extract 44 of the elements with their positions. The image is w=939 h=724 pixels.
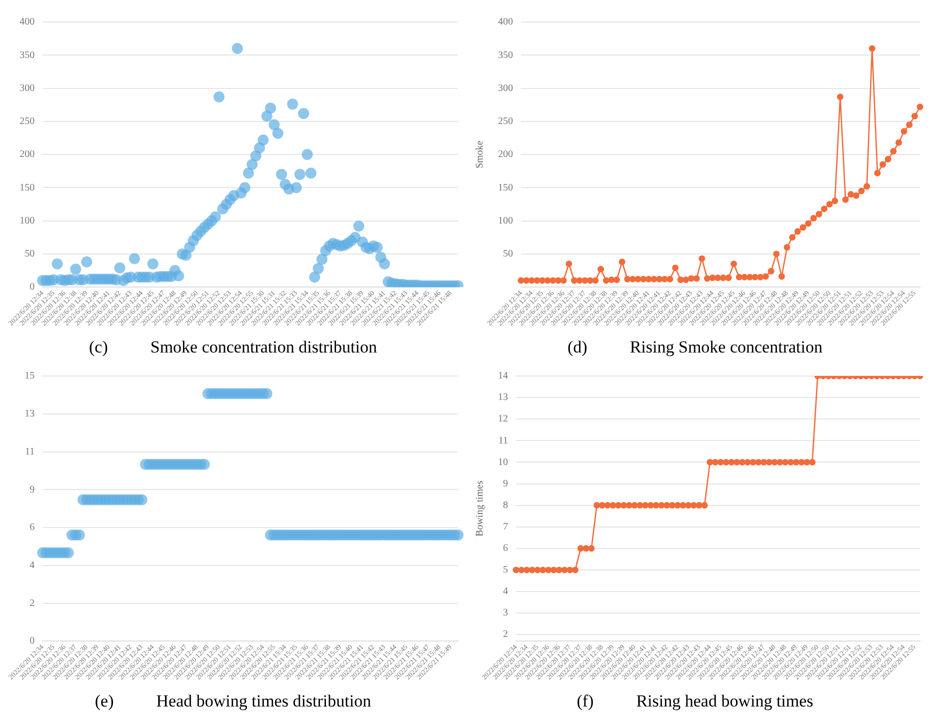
y-tick-label: 6 [30, 522, 35, 534]
y-tick-label: 100 [498, 215, 513, 226]
y-tick-label: 5 [503, 564, 508, 576]
y-tick-label: 14 [498, 370, 508, 382]
y-tick-label: 9 [30, 484, 35, 496]
y-tick-label: 11 [24, 446, 35, 458]
y-tick-label: 300 [498, 82, 513, 94]
y-tick-label: 3 [503, 608, 508, 619]
y-tick-label: 11 [498, 435, 508, 446]
text: (c) Smoke concentration distribution [89, 337, 378, 356]
y-tick-label: 250 [20, 116, 35, 128]
y-tick-label: 4 [503, 586, 508, 598]
y-tick-label: 4 [30, 560, 35, 571]
y-tick-label: 10 [498, 456, 508, 468]
y-tick-label: 50 [24, 248, 35, 260]
y-tick-label: 200 [20, 149, 35, 160]
y-tick-label: 100 [20, 215, 35, 226]
y-tick-label: 400 [498, 16, 513, 28]
y-tick-label: 350 [20, 50, 35, 61]
y-tick-label: 7 [503, 521, 508, 532]
text: (e) Head bowing times distribution [94, 691, 372, 710]
y-tick-label: 15 [24, 370, 35, 382]
y-tick-label: 8 [503, 500, 508, 511]
y-axis-title: Bowing times [474, 480, 486, 536]
y-tick-label: 2 [30, 598, 35, 609]
y-tick-label: 0 [30, 282, 35, 293]
y-axis-title: Smoke [474, 140, 486, 168]
text: (d) Rising Smoke concentration [568, 337, 823, 356]
y-tick-label: 400 [20, 16, 35, 28]
y-tick-label: 300 [20, 82, 35, 94]
y-tick-label: 6 [503, 543, 508, 554]
y-tick-label: 350 [498, 50, 513, 61]
y-tick-label: 50 [503, 248, 513, 260]
y-tick-label: 0 [30, 636, 35, 647]
y-tick-label: 150 [20, 182, 35, 194]
y-tick-label: 250 [498, 116, 513, 128]
y-tick-label: 13 [24, 408, 35, 420]
y-tick-label: 150 [498, 182, 513, 194]
y-tick-label: 13 [498, 392, 508, 404]
y-tick-label: 200 [498, 149, 513, 160]
y-tick-label: 12 [498, 414, 508, 425]
text: (f) Rising head bowing times [576, 691, 814, 710]
y-tick-label: 2 [503, 629, 508, 640]
y-tick-label: 9 [503, 478, 508, 490]
